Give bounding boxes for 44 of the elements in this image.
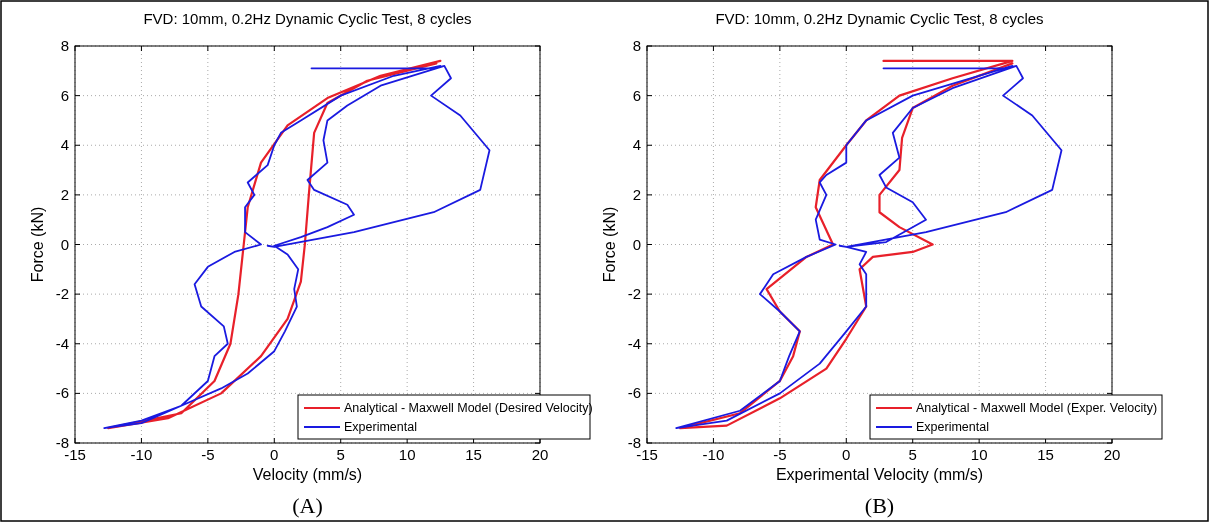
chart-title: FVD: 10mm, 0.2Hz Dynamic Cyclic Test, 8 cycles xyxy=(715,10,1044,27)
x-tick-label: 10 xyxy=(970,446,988,463)
y-tick-label: 2 xyxy=(60,185,69,203)
text: (A) xyxy=(292,493,323,518)
y-axis-title: Force (kN) xyxy=(601,206,618,283)
x-tick-label: 15 xyxy=(1037,446,1054,463)
x-tick-label: -10 xyxy=(130,446,153,463)
y-tick-label: 4 xyxy=(632,136,641,154)
y-tick-label: -4 xyxy=(55,334,69,352)
y-tick-label: 0 xyxy=(60,235,69,253)
y-tick-label: 2 xyxy=(632,185,641,203)
x-tick-label: 5 xyxy=(336,446,345,463)
y-tick-label: -6 xyxy=(55,384,69,402)
y-tick-label: 0 xyxy=(632,235,641,253)
legend-label: Experimental xyxy=(916,420,989,434)
x-tick-label: 0 xyxy=(842,446,851,463)
text: (B) xyxy=(864,493,895,518)
y-tick-label: -8 xyxy=(55,434,69,451)
legend-label: Analytical - Maxwell Model (Exper. Velocity) xyxy=(916,401,1158,415)
chart-title: FVD: 10mm, 0.2Hz Dynamic Cyclic Test, 8 cycles xyxy=(143,10,472,27)
x-tick-label: 20 xyxy=(531,446,549,463)
x-axis-title: Experimental Velocity (mm/s) xyxy=(775,466,984,483)
x-tick-label: 10 xyxy=(398,446,416,463)
y-tick-label: -8 xyxy=(627,434,641,451)
x-tick-label: -10 xyxy=(702,446,725,463)
x-tick-label: -5 xyxy=(201,446,215,463)
x-axis-title: Velocity (mm/s) xyxy=(252,466,363,483)
x-tick-label: -5 xyxy=(773,446,787,463)
x-tick-label: 20 xyxy=(1103,446,1121,463)
y-tick-label: -2 xyxy=(627,285,641,303)
y-tick-label: 6 xyxy=(60,86,69,104)
x-tick-label: 15 xyxy=(465,446,482,463)
y-axis-title: Force (kN) xyxy=(29,206,46,283)
legend-label: Analytical - Maxwell Model (Desired Velocity) xyxy=(344,401,593,415)
y-tick-label: -4 xyxy=(627,334,641,352)
y-tick-label: 6 xyxy=(632,86,641,104)
y-tick-label: -2 xyxy=(55,285,69,303)
legend-label: Experimental xyxy=(344,420,417,434)
y-tick-label: 4 xyxy=(60,136,69,154)
y-tick-label: -6 xyxy=(627,384,641,402)
y-tick-label: 8 xyxy=(632,37,641,54)
y-tick-label: 8 xyxy=(60,37,69,54)
x-tick-label: 0 xyxy=(270,446,279,463)
x-tick-label: 5 xyxy=(908,446,917,463)
